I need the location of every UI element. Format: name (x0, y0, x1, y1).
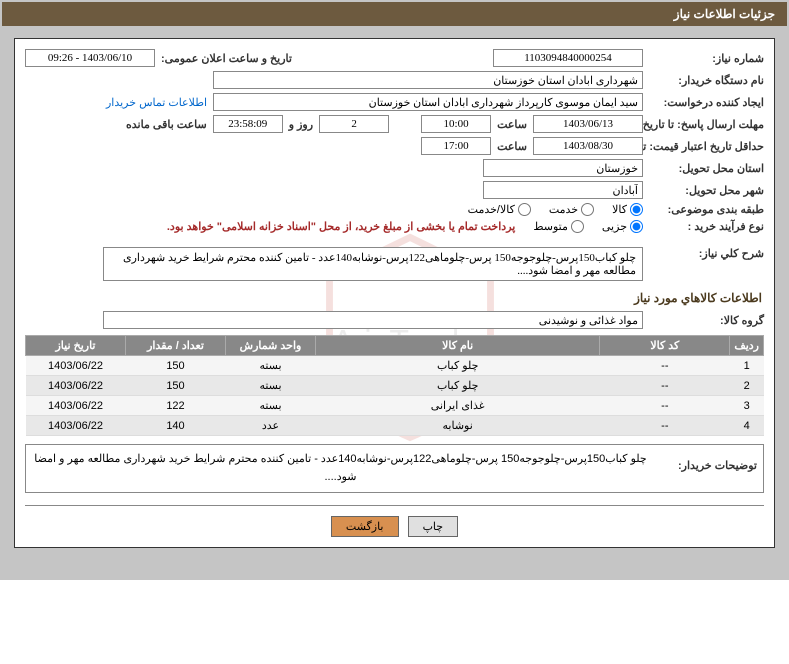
deadline-label: مهلت ارسال پاسخ: تا تاریخ: (649, 118, 764, 131)
cell-name: نوشابه (316, 416, 600, 436)
cell-date: 1403/06/22 (26, 376, 126, 396)
requester-label: ایجاد کننده درخواست: (649, 96, 764, 109)
need-no-field (493, 49, 643, 67)
cell-date: 1403/06/22 (26, 356, 126, 376)
table-row: 1--چلو کباببسته1501403/06/22 (26, 356, 764, 376)
buyer-org-field (213, 71, 643, 89)
cat-both-radio[interactable] (518, 203, 531, 216)
cell-qty: 150 (126, 376, 226, 396)
cell-idx: 2 (730, 376, 764, 396)
need-no-label: شماره نیاز: (649, 52, 764, 65)
cell-qty: 150 (126, 356, 226, 376)
table-row: 4--نوشابهعدد1401403/06/22 (26, 416, 764, 436)
cell-code: -- (600, 376, 730, 396)
cell-name: چلو کباب (316, 376, 600, 396)
deadline-time-field (421, 115, 491, 133)
cat-goods-radio[interactable] (630, 203, 643, 216)
cell-unit: بسته (226, 376, 316, 396)
hours-remain-label: ساعت باقی مانده (126, 118, 207, 131)
time-label-2: ساعت (497, 140, 527, 153)
cell-unit: عدد (226, 416, 316, 436)
cell-idx: 4 (730, 416, 764, 436)
proc-minor-option[interactable]: جزیی (602, 220, 643, 233)
proc-minor-radio[interactable] (630, 220, 643, 233)
validity-label: حداقل تاریخ اعتبار قیمت: تا تاریخ: (649, 140, 764, 153)
announce-label: تاریخ و ساعت اعلان عمومی: (161, 52, 292, 65)
th-unit: واحد شمارش (226, 336, 316, 356)
page-title-bar: جزئیات اطلاعات نیاز (2, 2, 787, 26)
back-button[interactable]: بازگشت (331, 516, 399, 537)
th-idx: ردیف (730, 336, 764, 356)
cat-service-radio[interactable] (581, 203, 594, 216)
hours-remain-field (213, 115, 283, 133)
buyer-desc-box: توضیحات خریدار: چلو کباب150پرس-چلوجوجه15… (25, 444, 764, 493)
cell-name: چلو کباب (316, 356, 600, 376)
buyer-org-label: نام دستگاه خریدار: (649, 74, 764, 87)
th-qty: تعداد / مقدار (126, 336, 226, 356)
process-radio-group: جزیی متوسط (533, 220, 643, 233)
announce-field (25, 49, 155, 67)
content-panel: AriaTender شماره نیاز: تاریخ و ساعت اعلا… (14, 38, 775, 548)
contact-link[interactable]: اطلاعات تماس خریدار (106, 96, 207, 109)
cell-date: 1403/06/22 (26, 416, 126, 436)
cell-code: -- (600, 396, 730, 416)
process-label: نوع فرآیند خرید : (649, 220, 764, 233)
validity-time-field (421, 137, 491, 155)
days-remain-field (319, 115, 389, 133)
group-label: گروه کالا: (649, 314, 764, 327)
payment-note: پرداخت تمام یا بخشی از مبلغ خرید، از محل… (167, 220, 515, 233)
table-row: 2--چلو کباببسته1501403/06/22 (26, 376, 764, 396)
validity-date-field (533, 137, 643, 155)
table-row: 3--غذای ایرانیبسته1221403/06/22 (26, 396, 764, 416)
items-table: ردیف کد کالا نام کالا واحد شمارش تعداد /… (25, 335, 764, 436)
cell-qty: 122 (126, 396, 226, 416)
cell-date: 1403/06/22 (26, 396, 126, 416)
cell-unit: بسته (226, 396, 316, 416)
cell-idx: 3 (730, 396, 764, 416)
th-date: تاریخ نیاز (26, 336, 126, 356)
proc-medium-option[interactable]: متوسط (533, 220, 584, 233)
group-field (103, 311, 643, 329)
time-label-1: ساعت (497, 118, 527, 131)
deliver-city-label: شهر محل تحویل: (649, 184, 764, 197)
deliver-city-field (483, 181, 643, 199)
th-name: نام کالا (316, 336, 600, 356)
items-section-title: اطلاعات كالاهاي مورد نياز (27, 291, 762, 305)
requester-field (213, 93, 643, 111)
buyer-desc-text: چلو کباب150پرس-چلوجوجه150 پرس-چلوماهی122… (32, 451, 649, 486)
cell-code: -- (600, 416, 730, 436)
deadline-date-field (533, 115, 643, 133)
proc-medium-radio[interactable] (571, 220, 584, 233)
th-code: کد کالا (600, 336, 730, 356)
footer-actions: چاپ بازگشت (25, 505, 764, 537)
cat-service-option[interactable]: خدمت (549, 203, 594, 216)
category-radio-group: کالا خدمت کالا/خدمت (468, 203, 643, 216)
page-title: جزئیات اطلاعات نیاز (674, 7, 775, 21)
cell-unit: بسته (226, 356, 316, 376)
cell-qty: 140 (126, 416, 226, 436)
days-remain-label: روز و (289, 118, 313, 131)
main-container: جزئیات اطلاعات نیاز AriaTender شماره نیا… (0, 0, 789, 580)
deliver-prov-label: استان محل تحویل: (649, 162, 764, 175)
cat-goods-option[interactable]: کالا (612, 203, 643, 216)
cell-idx: 1 (730, 356, 764, 376)
category-label: طبقه بندی موضوعی: (649, 203, 764, 216)
cat-both-option[interactable]: کالا/خدمت (468, 203, 531, 216)
cell-name: غذای ایرانی (316, 396, 600, 416)
buyer-desc-label: توضیحات خریدار: (657, 451, 757, 472)
summary-field (103, 247, 643, 281)
summary-label: شرح کلي نياز: (649, 247, 764, 260)
deliver-prov-field (483, 159, 643, 177)
print-button[interactable]: چاپ (408, 516, 459, 537)
cell-code: -- (600, 356, 730, 376)
